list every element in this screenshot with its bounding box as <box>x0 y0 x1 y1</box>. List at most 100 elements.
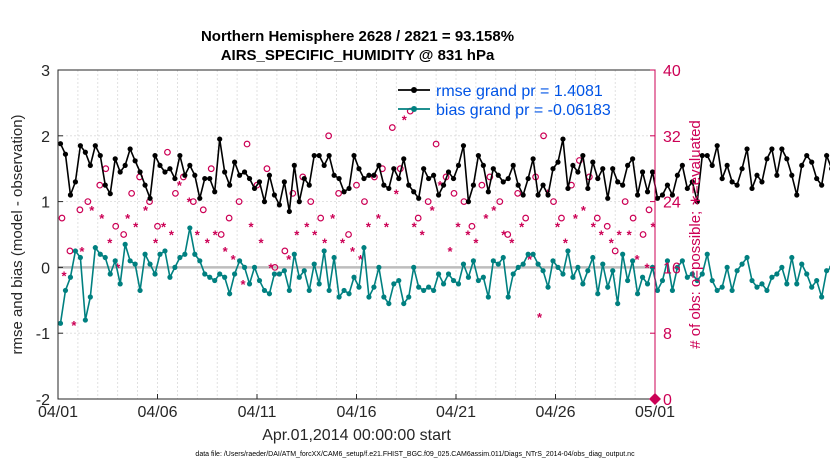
bias-point <box>500 254 506 261</box>
rmse-point <box>644 189 651 195</box>
rmse-point <box>386 185 392 192</box>
obs-possible-marker <box>629 214 637 222</box>
rmse-point <box>236 172 243 178</box>
rmse-point <box>689 179 695 185</box>
rmse-point <box>545 192 551 198</box>
bias-point <box>689 271 695 277</box>
y2-axis-label: # of obs: o=possible; ∗=evaluated <box>687 120 704 349</box>
obs-possible-marker <box>621 198 629 206</box>
y2-tick-label: 0 <box>663 392 672 409</box>
rmse-point <box>455 162 462 169</box>
rmse-point <box>530 156 536 162</box>
obs-possible-marker <box>112 222 120 230</box>
bias-point <box>366 294 372 300</box>
bias-point <box>207 274 213 280</box>
legend-marker <box>411 87 417 93</box>
rmse-point <box>485 189 491 195</box>
bias-point <box>634 291 641 297</box>
rmse-point <box>779 146 785 152</box>
obs-possible-marker <box>172 189 179 197</box>
bias-point <box>87 294 93 300</box>
rmse-point <box>684 185 690 192</box>
rmse-point <box>366 172 372 178</box>
bias-point <box>585 268 591 274</box>
obs-evaluated-marker: * <box>248 219 254 234</box>
rmse-point <box>649 169 656 175</box>
bias-point <box>227 291 233 297</box>
bias-point <box>157 251 163 257</box>
bias-point <box>112 258 118 264</box>
rmse-point <box>724 162 730 169</box>
x-tick-label: 04/06 <box>137 404 177 421</box>
bias-point <box>580 281 586 287</box>
obs-possible-marker <box>189 198 197 206</box>
rmse-point <box>251 185 258 192</box>
rmse-point <box>659 192 666 198</box>
obs-possible-marker <box>639 231 647 238</box>
obs-possible-marker <box>307 198 315 206</box>
bias-point <box>734 268 740 274</box>
bias-point <box>764 287 770 294</box>
obs-possible-marker <box>243 140 251 148</box>
bias-point <box>470 258 477 264</box>
obs-possible-marker <box>478 181 486 189</box>
obs-evaluated-marker: * <box>412 219 418 234</box>
bias-point <box>336 294 342 300</box>
obs-evaluated-marker: * <box>465 228 471 243</box>
rmse-point <box>809 159 815 165</box>
rmse-point <box>391 166 397 172</box>
rmse-point <box>72 179 79 185</box>
bias-point <box>356 284 362 290</box>
x-tick-label: 04/26 <box>535 404 575 421</box>
bias-point <box>102 254 108 261</box>
rmse-point <box>202 175 208 182</box>
bias-point <box>162 248 168 254</box>
rmse-point <box>57 141 64 147</box>
bias-point <box>590 254 596 261</box>
bias-point <box>520 261 526 267</box>
obs-evaluated-marker: * <box>473 236 479 251</box>
rmse-point <box>376 162 382 169</box>
rmse-point <box>157 162 163 169</box>
bias-point <box>152 271 158 277</box>
obs-possible-marker <box>558 214 565 222</box>
rmse-point <box>127 146 133 152</box>
obs-possible-marker <box>514 189 522 197</box>
rmse-point <box>580 152 586 159</box>
bias-point <box>182 251 188 257</box>
rmse-point <box>789 172 795 178</box>
obs-evaluated-marker: * <box>555 219 561 234</box>
bias-point <box>530 251 536 257</box>
bias-point <box>515 264 521 270</box>
rmse-point <box>401 156 407 162</box>
x-tick-label: 05/01 <box>635 404 675 421</box>
rmse-point <box>520 192 526 198</box>
bias-point <box>465 274 472 280</box>
chart-title: Northern Hemisphere 2628 / 2821 = 93.158… <box>200 28 515 45</box>
bias-point <box>684 274 690 280</box>
rmse-point <box>620 182 626 188</box>
x-axis-label: Apr.01,2014 00:00:00 start <box>262 427 451 444</box>
rmse-point <box>525 175 531 182</box>
bias-point <box>222 274 228 280</box>
bias-point <box>371 284 377 290</box>
obs-possible-marker <box>164 148 171 156</box>
bias-point <box>212 277 218 284</box>
bias-point <box>202 271 208 277</box>
obs-possible-marker <box>468 222 476 230</box>
bias-point <box>789 254 795 261</box>
rmse-point <box>112 156 118 162</box>
legend-label: rmse grand pr = 1.4081 <box>436 83 603 100</box>
obs-possible-marker <box>263 165 271 173</box>
bias-point <box>92 245 98 251</box>
rmse-point <box>819 182 825 188</box>
y-axis-label: rmse and bias (model - observation) <box>9 114 26 354</box>
obs-possible-marker <box>281 247 289 255</box>
obs-possible-marker <box>271 264 279 271</box>
rmse-point <box>271 192 278 198</box>
obs-evaluated-marker: * <box>617 228 623 243</box>
rmse-point <box>729 179 735 185</box>
obs-possible-marker <box>96 181 104 189</box>
rmse-point <box>421 166 427 172</box>
bias-point <box>600 261 606 267</box>
